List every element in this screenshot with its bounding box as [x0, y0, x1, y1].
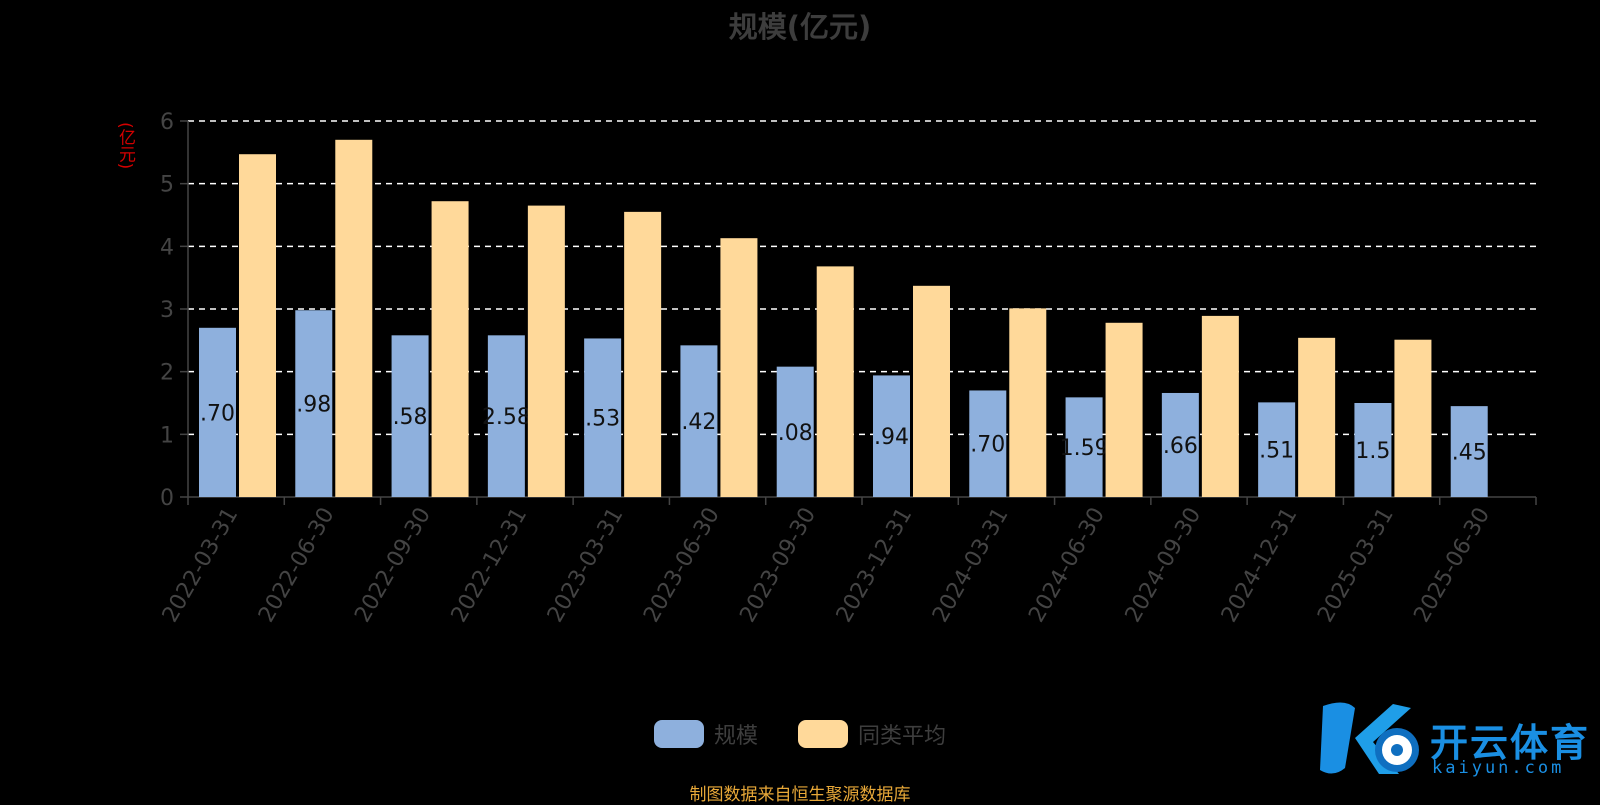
bar-series-2: [720, 238, 758, 498]
data-label: .94: [874, 425, 909, 450]
data-label: .42: [681, 410, 716, 435]
bar-series-2: [1394, 339, 1432, 497]
y-tick-label: 1: [160, 423, 174, 448]
bar-series-1: [969, 390, 1007, 497]
bar-series-1: [873, 375, 910, 497]
x-tick-label: 2022-09-30: [350, 504, 436, 627]
legend: 规模 同类平均: [0, 718, 1600, 750]
x-tick-label: 2022-12-31: [447, 504, 533, 627]
bar-series-2: [1009, 308, 1047, 497]
source-note: 制图数据来自恒生聚源数据库: [689, 785, 911, 805]
y-tick-label: 5: [160, 173, 174, 198]
bar-series-1: [776, 366, 814, 497]
data-label: .98: [296, 393, 331, 418]
bar-series-2: [913, 285, 950, 497]
data-label: .45: [1452, 441, 1487, 466]
bar-series-2: [1105, 322, 1143, 497]
bar-series-1: [1258, 402, 1296, 497]
data-label: .70: [970, 433, 1005, 458]
x-tick-label: 2023-09-30: [735, 504, 821, 627]
x-tick-label: 2025-06-30: [1409, 504, 1495, 627]
x-tick-label: 2023-06-30: [639, 504, 725, 627]
bar-series-1: [584, 338, 622, 497]
data-label: .51: [1259, 439, 1294, 464]
y-axis-label: (亿元): [115, 122, 135, 170]
x-tick-label: 2024-09-30: [1121, 504, 1207, 627]
x-tick-label: 2025-03-31: [1313, 504, 1399, 627]
data-label: 1.59: [1060, 436, 1109, 461]
bar-series-1: [1161, 392, 1199, 497]
bar-series-2: [431, 201, 469, 498]
x-tick-label: 2023-03-31: [543, 504, 629, 627]
bar-series-1: [680, 345, 718, 497]
x-tick-label: 2022-06-30: [254, 504, 340, 627]
kaiyun-logo: [1320, 702, 1419, 774]
bar-series-2: [816, 266, 854, 497]
bar-series-2: [239, 154, 276, 498]
logo-url: kaiyun.com: [1432, 758, 1565, 778]
legend-swatch: [798, 720, 848, 748]
data-label: .70: [200, 401, 235, 426]
chart-title: 规模(亿元): [728, 10, 872, 44]
x-tick-label: 2023-12-31: [832, 503, 918, 626]
bar-series-1: [391, 335, 429, 497]
bar-series-1: [487, 335, 525, 497]
legend-item-series-1[interactable]: 规模: [653, 718, 758, 750]
bar-series-2: [1298, 337, 1336, 497]
legend-label: 同类平均: [858, 724, 947, 749]
y-tick-label: 2: [160, 361, 174, 386]
x-tick-label: 2024-12-31: [1217, 504, 1303, 627]
data-label: .08: [778, 421, 813, 446]
x-tick-label: 2024-06-30: [1024, 504, 1110, 627]
data-label: 1.5: [1355, 439, 1390, 464]
bar-series-2: [335, 139, 373, 498]
logo-text: 开云体育: [1430, 721, 1591, 765]
bar-series-2: [624, 211, 662, 497]
bar-series-2: [527, 205, 565, 497]
legend-label: 规模: [713, 724, 758, 749]
bar-series-1: [1065, 397, 1103, 497]
data-label: .58: [393, 405, 428, 430]
bar-series-1: [1354, 403, 1392, 497]
x-tick-label: 2024-03-31: [928, 504, 1014, 627]
bar-series-2: [1201, 315, 1239, 497]
legend-item-series-2[interactable]: 同类平均: [798, 718, 946, 750]
x-tick-label: 2022-03-31: [158, 504, 244, 627]
y-tick-label: 4: [160, 235, 174, 260]
data-label: .66: [1163, 434, 1198, 459]
data-label: .53: [585, 407, 620, 432]
bar-series-1: [199, 327, 236, 497]
y-tick-label: 0: [160, 486, 174, 511]
bar-series-1: [1450, 406, 1488, 497]
legend-swatch: [653, 720, 704, 748]
bar-series-1: [295, 310, 333, 497]
y-tick-label: 3: [160, 298, 174, 323]
data-label: 2.58: [482, 405, 531, 430]
y-tick-label: 6: [160, 110, 174, 135]
